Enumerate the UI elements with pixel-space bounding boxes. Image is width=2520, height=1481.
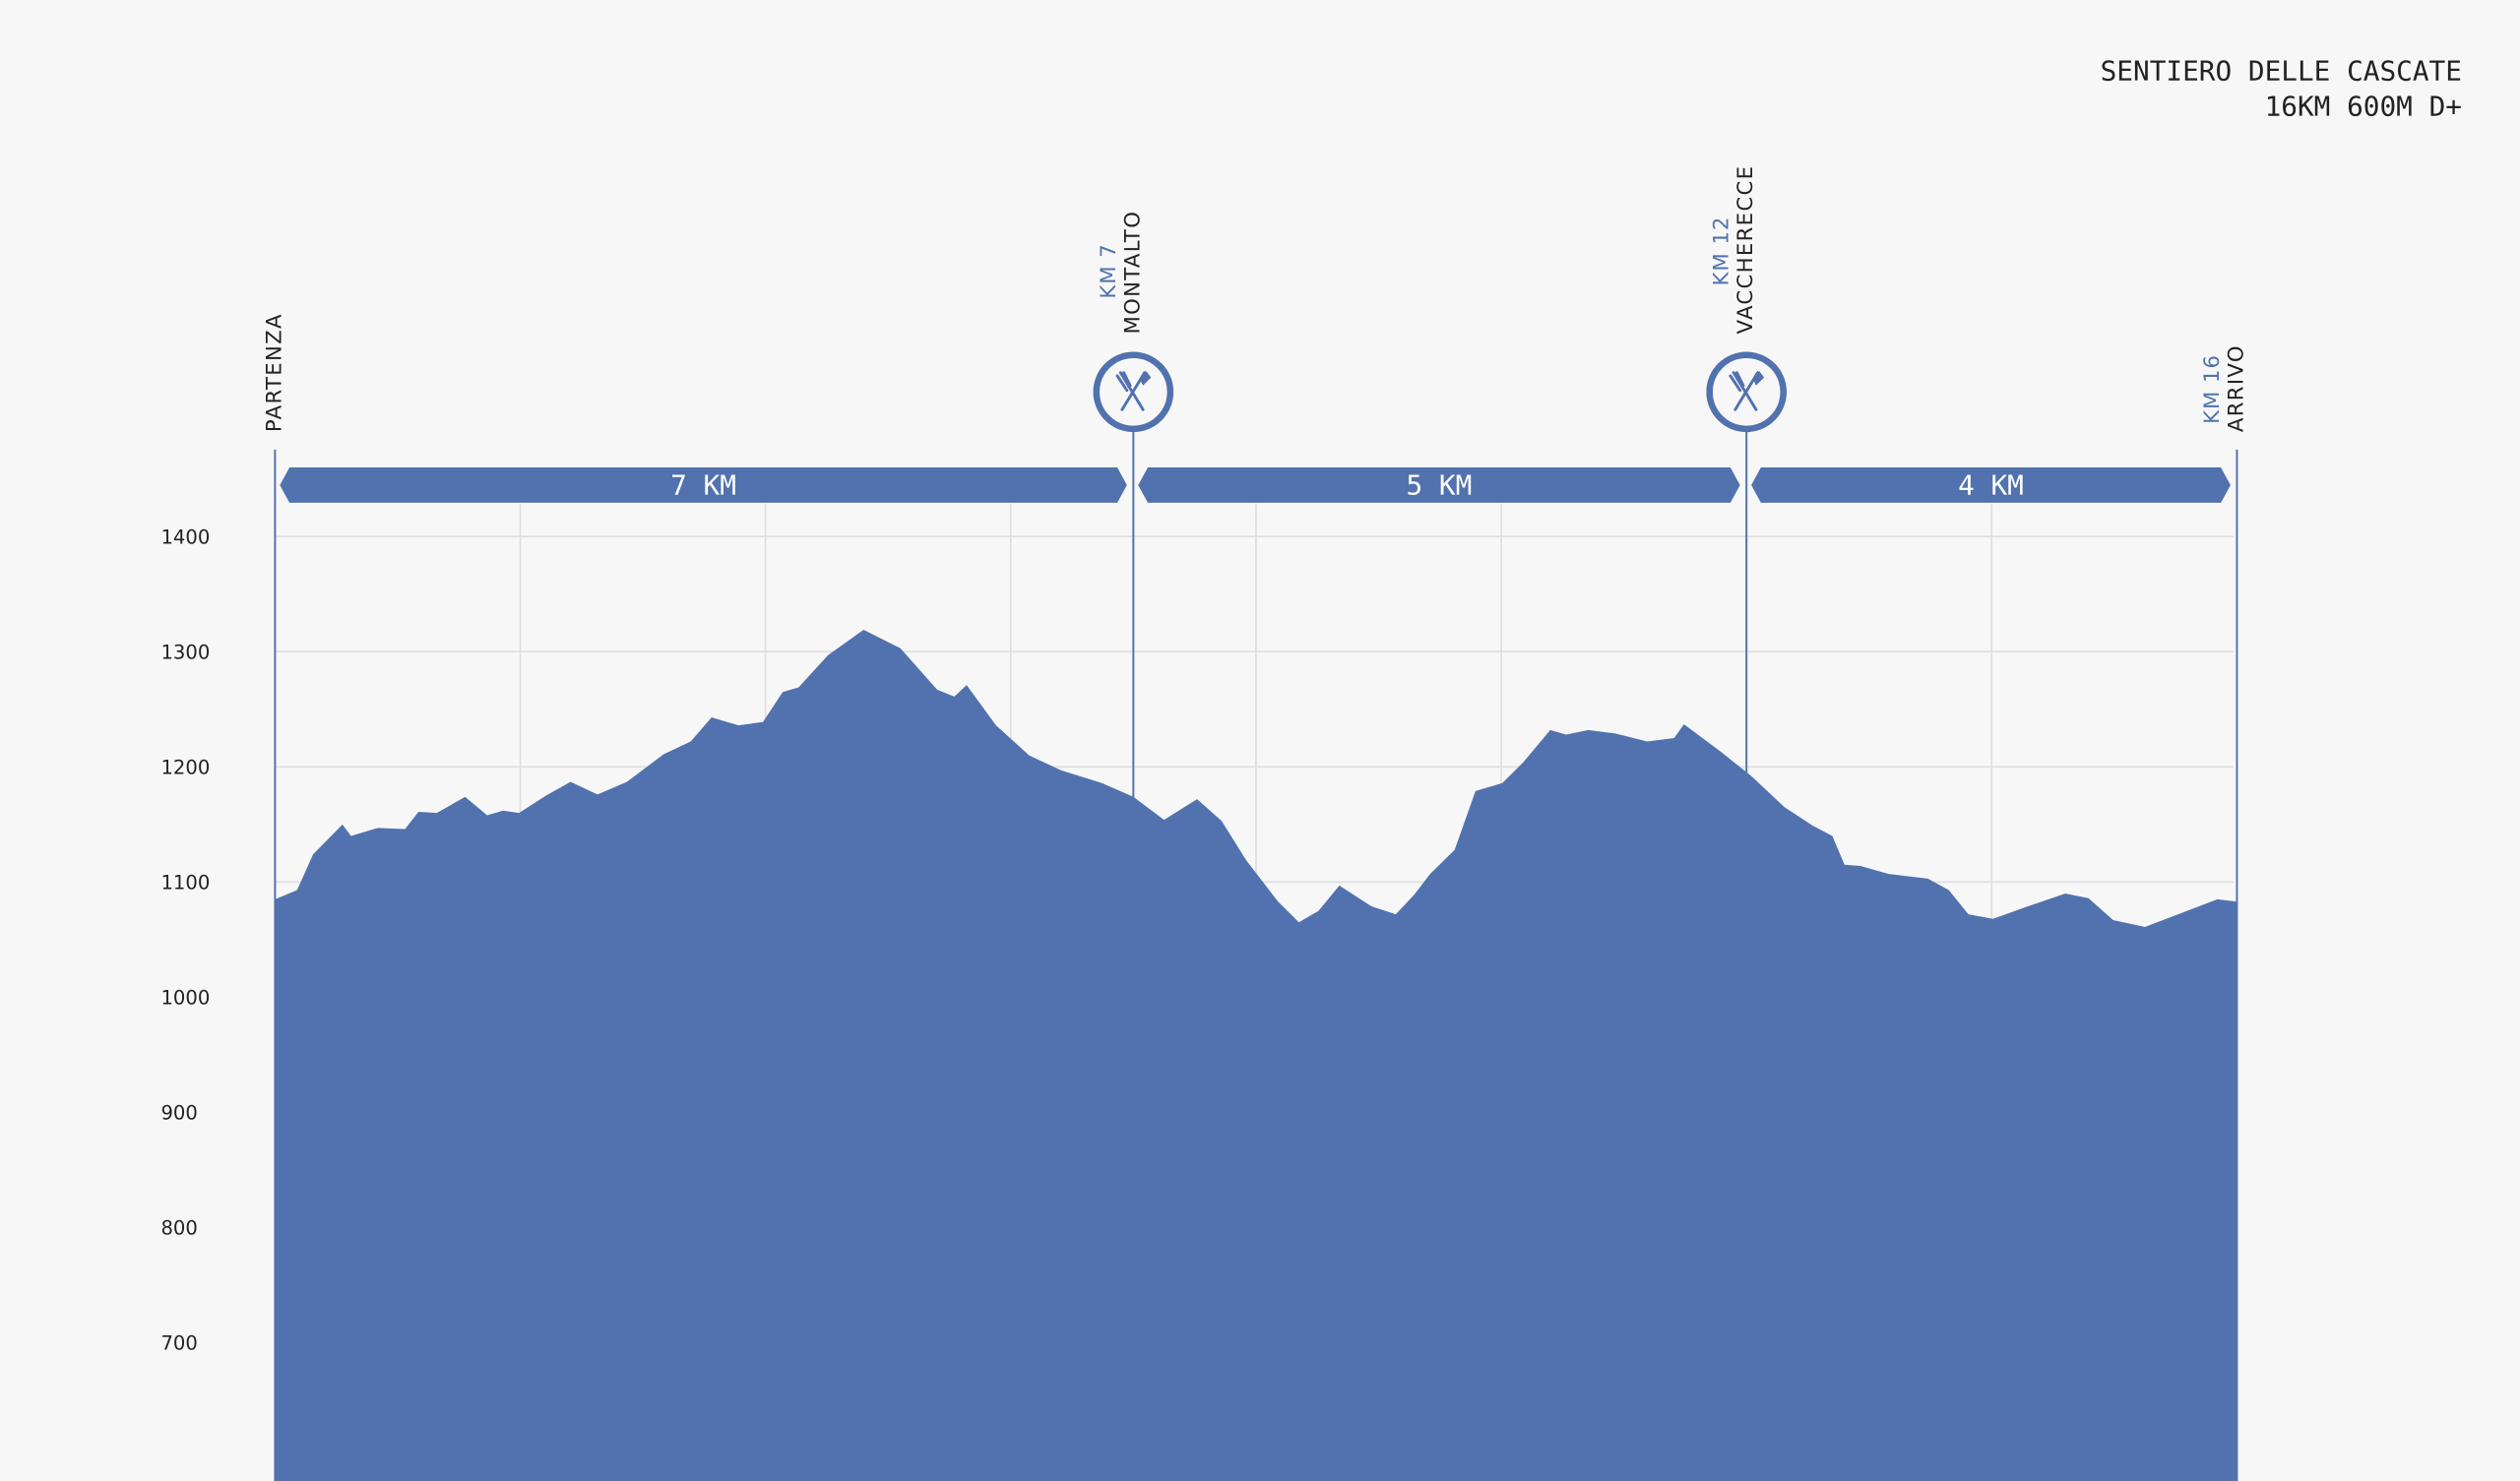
segment-label: 7 KM — [670, 469, 736, 502]
icon-blade — [1139, 371, 1152, 386]
segment-banner — [280, 467, 1127, 503]
refreshment-icon — [1706, 351, 1787, 433]
y-tick-label: 1200 — [160, 756, 210, 778]
y-tick-label: 900 — [160, 1102, 197, 1125]
y-tick-label: 1100 — [160, 871, 210, 894]
segment-banner — [1138, 467, 1740, 503]
waypoint-name: ARRIVO — [2224, 344, 2248, 432]
waypoint-name: PARTENZA — [262, 313, 286, 432]
waypoint-name: VACCHERECCE — [1733, 165, 1758, 335]
segment-label: 4 KM — [1958, 469, 2024, 502]
y-tick-label: 1400 — [160, 525, 210, 548]
segment-banner — [1751, 467, 2231, 503]
segment-label: 5 KM — [1407, 469, 1473, 502]
waypoint-km: KM 7 — [1097, 243, 1121, 298]
y-tick-label: 1300 — [160, 641, 210, 663]
elevation-area — [275, 630, 2237, 1481]
y-tick-label: 1000 — [160, 987, 210, 1010]
y-tick-label: 700 — [160, 1332, 197, 1355]
waypoint-name: MONTALTO — [1120, 211, 1145, 335]
y-tick-label: 800 — [160, 1217, 197, 1240]
icon-blade — [1752, 371, 1765, 386]
waypoint-km: KM 12 — [1710, 216, 1734, 286]
chart-subtitle: 16KM 600M D+ — [2265, 90, 2462, 122]
refreshment-icon — [1093, 351, 1174, 433]
chart-title: SENTIERO DELLE CASCATE — [2101, 54, 2462, 87]
waypoint-km: KM 16 — [2200, 354, 2225, 424]
